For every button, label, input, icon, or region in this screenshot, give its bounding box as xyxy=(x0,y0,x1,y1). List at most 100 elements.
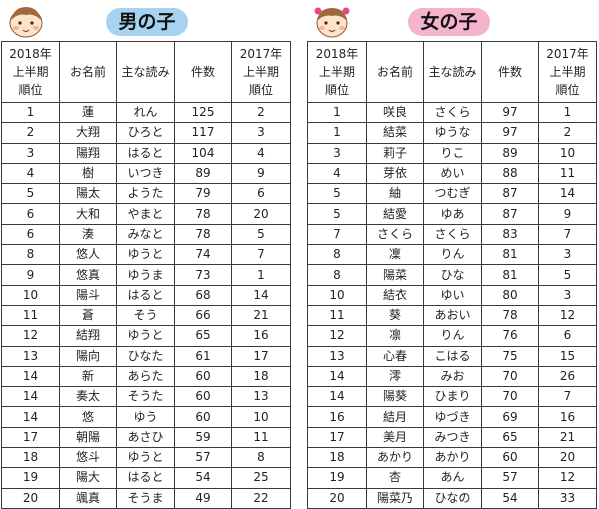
boys-table-row: 1 蓮れん 125 2 xyxy=(1,101,291,124)
boys-table-cell: 陽太 xyxy=(59,183,117,205)
boys-table-row: 20 颯真 そうま 49 22 xyxy=(1,487,291,509)
girls-table-cell: さくら xyxy=(366,223,424,246)
girls-table-cell: 12 xyxy=(307,325,367,347)
boys-table-cell: ひなた xyxy=(116,345,175,367)
boys-table-cell: ゆう xyxy=(116,406,175,428)
boys-header-cell: 件数 xyxy=(174,41,232,103)
girls-table-cell: 澪 xyxy=(366,365,424,388)
girls-table-row: 17 美月 みつき 65 21 xyxy=(307,426,597,449)
girls-table-cell: 3 xyxy=(538,244,597,266)
girls-table-cell: 咲良 xyxy=(366,101,424,124)
girls-header-cell: 主な読み xyxy=(423,41,482,103)
girls-table-row: 14 陽葵 ひまり 70 7 xyxy=(307,386,597,408)
boys-table-cell: 5 xyxy=(231,223,291,246)
boys-table-cell: 66 xyxy=(174,304,232,327)
girls-table-cell: 97 xyxy=(481,101,539,124)
boys-table-cell: 20 xyxy=(231,203,291,225)
girls-table-cell: りん xyxy=(423,244,482,266)
boys-table-row: 14 悠ゆう 60 10 xyxy=(1,406,291,428)
girls-table-cell: 65 xyxy=(481,426,539,449)
boys-table-row: 19 陽大 はると 54 25 xyxy=(1,467,291,489)
baby-boy-face-icon xyxy=(9,7,43,38)
girls-table-row: 4 芽依 めい 88 11 xyxy=(307,162,597,185)
girls-table-cell: みお xyxy=(423,365,482,388)
girls-table-cell: 8 xyxy=(307,264,367,286)
girls-title: 女の子 xyxy=(408,8,490,36)
girls-table-cell: 3 xyxy=(538,284,597,306)
boys-table-row: 6 湊みなと 78 5 xyxy=(1,223,291,246)
girls-table-cell: 1 xyxy=(307,101,367,124)
girls-table-cell: 結衣 xyxy=(366,284,424,306)
girls-table-cell: 杏 xyxy=(366,467,424,489)
girls-table-cell: 7 xyxy=(538,223,597,246)
girls-table-cell: こはる xyxy=(423,345,482,367)
girls-table-cell: 3 xyxy=(307,142,367,164)
boys-table-cell: 6 xyxy=(231,183,291,205)
boys-table-cell: やまと xyxy=(116,203,175,225)
girls-table-row: 19 杏あん 57 12 xyxy=(307,467,597,489)
girls-table-cell: 12 xyxy=(538,467,597,489)
girls-table-cell: 7 xyxy=(538,386,597,408)
boys-table-cell: 117 xyxy=(174,122,232,144)
girls-table-cell: りこ xyxy=(423,142,482,164)
boys-table-cell: 樹 xyxy=(59,162,117,185)
boys-table-cell: 14 xyxy=(1,406,60,428)
boys-table-cell: 78 xyxy=(174,223,232,246)
girls-table-cell: ゆあ xyxy=(423,203,482,225)
girls-table-cell: ゆづき xyxy=(423,406,482,428)
boys-header-cell: 2018年 上半期 順位 xyxy=(1,41,60,103)
girls-table-cell: 81 xyxy=(481,244,539,266)
girls-table-cell: 結菜 xyxy=(366,122,424,144)
girls-table-cell: 芽依 xyxy=(366,162,424,185)
boys-table-row: 14 奏太 そうた 60 13 xyxy=(1,386,291,408)
boys-table-cell: 3 xyxy=(231,122,291,144)
boys-header-cell: 2017年 上半期 順位 xyxy=(231,41,291,103)
boys-table-cell: 9 xyxy=(231,162,291,185)
girls-table-header-row: 2018年 上半期 順位 お名前 主な読み 件数 2017年 上半期 順位 xyxy=(307,41,597,103)
girls-table-cell: 結月 xyxy=(366,406,424,428)
girls-table-cell: あかり xyxy=(366,447,424,469)
boys-table-cell: 13 xyxy=(1,345,60,367)
baby-girl-face-icon xyxy=(314,7,350,38)
girls-table-cell: 70 xyxy=(481,386,539,408)
boys-table-cell: 73 xyxy=(174,264,232,286)
girls-table-cell: 葵 xyxy=(366,304,424,327)
boys-table-cell: 60 xyxy=(174,365,232,388)
girls-table-cell: 26 xyxy=(538,365,597,388)
girls-table-cell: 10 xyxy=(307,284,367,306)
girls-table-row: 13 心春 こはる 75 15 xyxy=(307,345,597,367)
girls-table-cell: 11 xyxy=(307,304,367,327)
boys-header-cell: お名前 xyxy=(59,41,117,103)
boys-table-cell: 60 xyxy=(174,386,232,408)
girls-table-cell: 凜 xyxy=(366,244,424,266)
girls-table-cell: 陽菜 xyxy=(366,264,424,286)
boys-table-cell: 59 xyxy=(174,426,232,449)
girls-table-cell: 陽葵 xyxy=(366,386,424,408)
girls-table-cell: 83 xyxy=(481,223,539,246)
boys-table-cell: 陽向 xyxy=(59,345,117,367)
girls-table-cell: ひまり xyxy=(423,386,482,408)
boys-table-cell: はると xyxy=(116,467,175,489)
boys-table-cell: 4 xyxy=(231,142,291,164)
boys-table-row: 11 蒼そう 66 21 xyxy=(1,304,291,327)
boys-table-row: 4 樹いつき 89 9 xyxy=(1,162,291,185)
girls-table-cell: 美月 xyxy=(366,426,424,449)
boys-table-cell: 7 xyxy=(231,244,291,266)
girls-table-cell: 16 xyxy=(307,406,367,428)
girls-table-cell: さくら xyxy=(423,223,482,246)
boys-table-cell: そうま xyxy=(116,487,175,509)
girls-table-cell: 88 xyxy=(481,162,539,185)
boys-table-row: 5 陽太 ようた 79 6 xyxy=(1,183,291,205)
girls-table-cell: あん xyxy=(423,467,482,489)
boys-table-cell: 5 xyxy=(1,183,60,205)
boys-table-cell: 湊 xyxy=(59,223,117,246)
boys-table-cell: そうた xyxy=(116,386,175,408)
girls-table-cell: 14 xyxy=(307,386,367,408)
boys-table-cell: 104 xyxy=(174,142,232,164)
boys-table-cell: 結翔 xyxy=(59,325,117,347)
boys-table-cell: 朝陽 xyxy=(59,426,117,449)
girls-table-cell: 78 xyxy=(481,304,539,327)
boys-table-cell: 陽斗 xyxy=(59,284,117,306)
boys-table-cell: 蓮 xyxy=(59,101,117,124)
